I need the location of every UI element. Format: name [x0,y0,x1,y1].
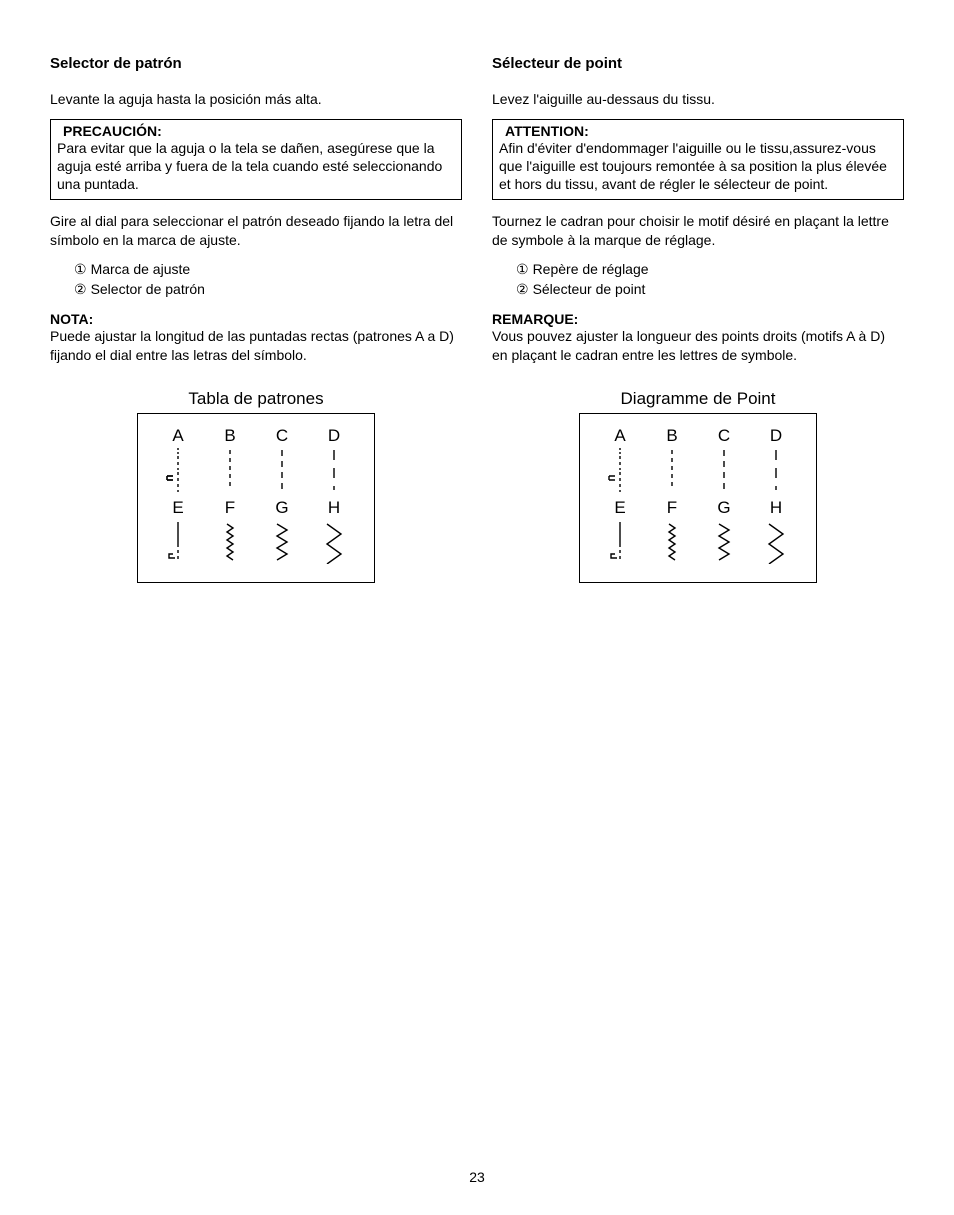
pattern-cell-b: B [650,426,694,492]
pattern-cell-c: C [702,426,746,492]
circled-1-icon: ① [516,260,529,280]
left-chart-wrap: Tabla de patrones A B C [50,389,462,583]
left-heading: Selector de patrón [50,55,462,72]
pattern-cell-g: G [702,498,746,564]
pattern-g-icon [267,520,297,564]
pattern-cell-b: B [208,426,252,492]
circled-2-icon: ② [74,280,87,300]
right-intro: Levez l'aiguille au-dessaus du tissu. [492,90,904,109]
right-list: ①Repère de réglage ②Sélecteur de point [492,260,904,299]
left-list: ①Marca de ajuste ②Selector de patrón [50,260,462,299]
left-note-label: NOTA: [50,311,462,327]
pattern-label-g: G [275,498,288,518]
pattern-label-c: C [718,426,730,446]
pattern-cell-e: E [156,498,200,564]
pattern-c-icon [267,448,297,492]
right-item2-text: Sélecteur de point [533,281,646,297]
pattern-cell-h: H [312,498,356,564]
right-item1-text: Repère de réglage [533,261,649,277]
pattern-a-icon [163,448,193,492]
right-note-body: Vous pouvez ajuster la longueur des poin… [492,327,904,365]
pattern-cell-d: D [312,426,356,492]
pattern-cell-d: D [754,426,798,492]
pattern-label-f: F [667,498,677,518]
left-chart-box: A B C D [137,413,375,583]
left-chart-grid: A B C D [156,426,356,564]
pattern-label-h: H [328,498,340,518]
pattern-label-b: B [224,426,235,446]
pattern-f-icon [657,520,687,564]
right-chart-grid: A B C D E [598,426,798,564]
pattern-cell-f: F [650,498,694,564]
pattern-label-e: E [614,498,625,518]
right-heading: Sélecteur de point [492,55,904,72]
left-item2-text: Selector de patrón [91,281,205,297]
left-column: Selector de patrón Levante la aguja hast… [50,55,462,583]
right-chart-wrap: Diagramme de Point A B C [492,389,904,583]
pattern-label-e: E [172,498,183,518]
pattern-label-d: D [328,426,340,446]
left-item2: ②Selector de patrón [74,280,462,300]
page-number: 23 [0,1169,954,1185]
pattern-cell-a: A [598,426,642,492]
left-caution-heading: PRECAUCIÓN: [57,123,455,139]
pattern-d-icon [319,448,349,492]
pattern-cell-g: G [260,498,304,564]
right-caution-box: ATTENTION: Afin d'éviter d'endommager l'… [492,119,904,201]
pattern-d-icon [761,448,791,492]
pattern-f-icon [215,520,245,564]
left-caution-box: PRECAUCIÓN: Para evitar que la aguja o l… [50,119,462,201]
right-note-label: REMARQUE: [492,311,904,327]
right-chart-box: A B C D E [579,413,817,583]
pattern-label-b: B [666,426,677,446]
pattern-e-icon [605,520,635,564]
pattern-g-icon [709,520,739,564]
right-caution-label: ATTENTION: [505,123,589,139]
pattern-cell-e: E [598,498,642,564]
right-caution-body: Afin d'éviter d'endommager l'aiguille ou… [499,139,897,194]
pattern-label-c: C [276,426,288,446]
pattern-label-g: G [717,498,730,518]
pattern-h-icon [761,520,791,564]
pattern-cell-c: C [260,426,304,492]
pattern-b-icon [215,448,245,492]
right-item1: ①Repère de réglage [516,260,904,280]
pattern-label-a: A [614,426,625,446]
pattern-e-icon [163,520,193,564]
pattern-h-icon [319,520,349,564]
left-caution-label: PRECAUCIÓN: [63,123,162,139]
pattern-b-icon [657,448,687,492]
left-chart-title: Tabla de patrones [50,389,462,409]
left-item1: ①Marca de ajuste [74,260,462,280]
right-chart-title: Diagramme de Point [492,389,904,409]
left-caution-body: Para evitar que la aguja o la tela se da… [57,139,455,194]
pattern-cell-h: H [754,498,798,564]
pattern-a-icon [605,448,635,492]
left-intro: Levante la aguja hasta la posición más a… [50,90,462,109]
pattern-label-f: F [225,498,235,518]
pattern-cell-f: F [208,498,252,564]
right-item2: ②Sélecteur de point [516,280,904,300]
circled-1-icon: ① [74,260,87,280]
pattern-c-icon [709,448,739,492]
circled-2-icon: ② [516,280,529,300]
right-column: Sélecteur de point Levez l'aiguille au-d… [492,55,904,583]
left-paragraph2: Gire al dial para seleccionar el patrón … [50,212,462,250]
pattern-cell-a: A [156,426,200,492]
pattern-label-a: A [172,426,183,446]
right-paragraph2: Tournez le cadran pour choisir le motif … [492,212,904,250]
pattern-label-d: D [770,426,782,446]
right-caution-heading: ATTENTION: [499,123,897,139]
left-item1-text: Marca de ajuste [91,261,191,277]
left-note-body: Puede ajustar la longitud de las puntada… [50,327,462,365]
pattern-label-h: H [770,498,782,518]
